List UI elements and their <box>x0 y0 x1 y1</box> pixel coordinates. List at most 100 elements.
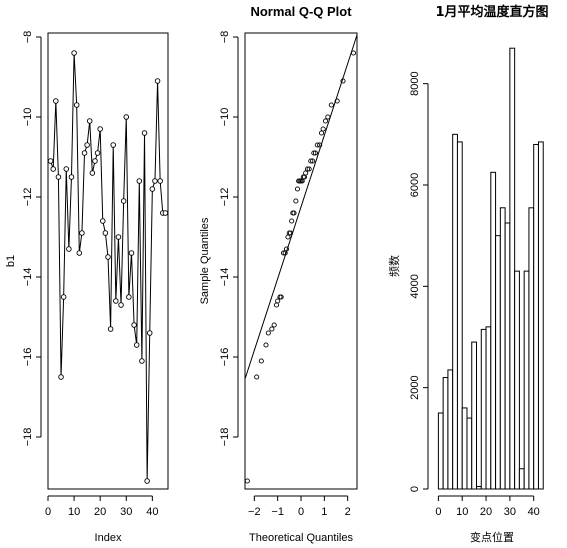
data-point <box>293 198 299 204</box>
data-point <box>312 150 319 156</box>
y-tick-label: −16 <box>22 348 34 367</box>
y-tick-label: −10 <box>22 108 34 127</box>
axes: −2 −1 0 1 2−8−10−12−14−16−18 <box>219 31 351 518</box>
data-point <box>162 210 169 216</box>
data-point <box>294 186 301 192</box>
data-point <box>120 198 127 204</box>
chart-title: Normal Q-Q Plot <box>250 4 352 19</box>
data-point <box>278 294 284 300</box>
data-point <box>131 322 137 328</box>
data-point <box>314 142 320 148</box>
data-point <box>334 98 340 104</box>
x-tick-label: −2 <box>248 506 261 518</box>
y-tick-label: −12 <box>22 188 34 207</box>
histogram-bar <box>499 207 506 490</box>
data-point <box>280 250 287 256</box>
data-point <box>58 374 64 380</box>
data-point <box>89 170 96 176</box>
histogram-bar <box>461 407 468 490</box>
histogram-bar <box>490 171 497 490</box>
data-layer <box>437 47 544 490</box>
histogram-bar <box>442 377 449 490</box>
qq-reference-line <box>244 34 358 380</box>
x-tick-label: 40 <box>146 506 158 518</box>
data-point <box>126 294 132 300</box>
data-point <box>306 166 312 172</box>
data-point <box>269 326 275 332</box>
x-axis-label: Theoretical Quantiles <box>249 532 353 544</box>
histogram-bar <box>533 143 539 490</box>
data-point <box>328 102 334 108</box>
data-point <box>304 166 311 172</box>
histogram-bar <box>504 222 511 490</box>
y-tick-label: −8 <box>219 31 231 44</box>
axes: 0 10 20 30 40 0 2000 4000 6000 8000 <box>409 71 540 518</box>
histogram-bar <box>514 270 520 490</box>
data-point <box>154 78 161 84</box>
x-tick-label: 20 <box>480 506 492 518</box>
data-point <box>322 118 329 124</box>
data-point <box>97 126 103 132</box>
x-tick-label: 0 <box>45 506 51 518</box>
y-tick-label: −12 <box>219 188 231 207</box>
axes: 0 10 20 30 40 −8 −10 −12 −14 −16 −18 <box>22 31 158 518</box>
y-axis-label: b1 <box>5 255 17 267</box>
x-tick-label: 10 <box>68 506 80 518</box>
y-tick-label: −14 <box>219 268 231 287</box>
data-point <box>308 158 314 164</box>
data-point <box>105 254 111 260</box>
data-point <box>310 158 316 164</box>
data-point <box>287 230 294 236</box>
y-tick-label: −18 <box>22 428 34 447</box>
data-point <box>244 478 250 484</box>
data-point <box>325 114 331 120</box>
data-point <box>128 250 135 256</box>
x-tick-label: 0 <box>435 506 441 518</box>
y-tick-label: −16 <box>219 348 231 367</box>
data-point <box>157 178 163 184</box>
data-point <box>63 166 70 172</box>
y-tick-label: −14 <box>22 268 34 287</box>
data-point <box>68 174 75 180</box>
y-tick-label: 8000 <box>409 71 421 95</box>
data-layer <box>244 34 358 484</box>
histogram-bar <box>447 369 454 490</box>
data-point <box>79 230 85 236</box>
data-point <box>73 102 80 108</box>
data-point <box>136 178 143 184</box>
x-tick-label: −1 <box>271 506 284 518</box>
data-point <box>94 150 101 156</box>
plot-frame <box>244 32 358 490</box>
y-tick-label: 0 <box>409 486 421 492</box>
data-point <box>141 130 148 136</box>
data-point <box>283 246 290 252</box>
panel-index-plot: 0 10 20 30 40 −8 −10 −12 −14 −16 −18 Index b1 <box>5 31 169 544</box>
data-point <box>133 342 140 348</box>
data-point <box>139 358 145 364</box>
histogram-bar <box>471 341 478 490</box>
series-line <box>50 52 166 482</box>
x-tick-label: 30 <box>504 506 516 518</box>
x-tick-label: 0 <box>298 506 304 518</box>
data-point <box>60 294 67 300</box>
data-point <box>149 186 156 192</box>
y-tick-label: −10 <box>219 108 231 127</box>
data-point <box>123 114 130 120</box>
histogram-bar <box>523 270 530 490</box>
y-tick-label: 6000 <box>409 173 421 197</box>
data-point <box>113 298 119 304</box>
data-point <box>102 230 109 236</box>
plot-frame <box>47 32 169 490</box>
data-point <box>265 330 271 336</box>
chart-title: 1月平均温度直方图 <box>435 4 548 20</box>
y-axis-label: 频数 <box>387 255 401 277</box>
y-tick-label: 2000 <box>409 375 421 399</box>
data-point <box>317 142 323 148</box>
histogram-bar <box>495 235 501 490</box>
x-tick-label: 30 <box>120 506 132 518</box>
histogram-bar <box>528 207 535 490</box>
data-point <box>144 478 150 484</box>
data-point <box>47 158 54 164</box>
x-axis-label: Index <box>95 532 122 544</box>
